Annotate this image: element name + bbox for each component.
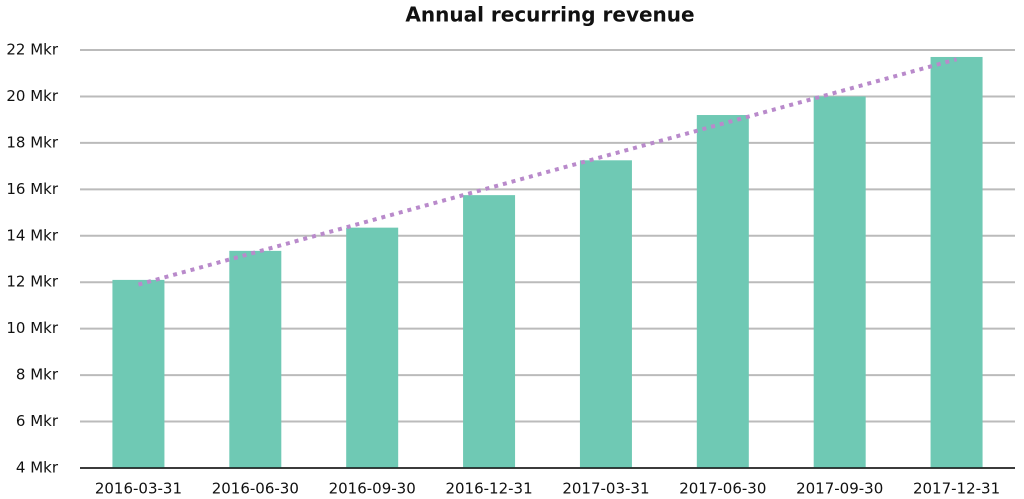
bar	[696, 115, 749, 469]
bar	[229, 250, 282, 468]
bar	[813, 96, 866, 468]
trendline	[137, 57, 958, 287]
x-tick-label: 2016-03-31	[95, 480, 182, 498]
x-tick-label: 2016-12-31	[445, 480, 532, 498]
y-tick-label: 8 Mkr	[16, 366, 59, 384]
chart-title: Annual recurring revenue	[405, 3, 694, 27]
x-tick-label: 2017-03-31	[562, 480, 649, 498]
x-tick-label: 2016-06-30	[212, 480, 299, 498]
y-tick-label: 20 Mkr	[6, 87, 58, 105]
bar	[112, 279, 165, 468]
x-tick-label: 2017-09-30	[796, 480, 883, 498]
x-tick-label: 2017-12-31	[913, 480, 1000, 498]
y-tick-label: 6 Mkr	[16, 412, 59, 430]
x-tick-label: 2016-09-30	[329, 480, 416, 498]
x-tick-label: 2017-06-30	[679, 480, 766, 498]
bar	[463, 195, 516, 468]
y-tick-label: 14 Mkr	[6, 226, 58, 244]
y-tick-label: 22 Mkr	[6, 41, 58, 59]
bar	[346, 227, 399, 468]
y-tick-label: 12 Mkr	[6, 273, 58, 291]
y-tick-label: 16 Mkr	[6, 180, 58, 198]
y-tick-label: 18 Mkr	[6, 133, 58, 151]
y-tick-label: 10 Mkr	[6, 319, 58, 337]
bar	[579, 160, 632, 469]
y-tick-label: 4 Mkr	[16, 459, 59, 477]
bar	[930, 56, 983, 468]
